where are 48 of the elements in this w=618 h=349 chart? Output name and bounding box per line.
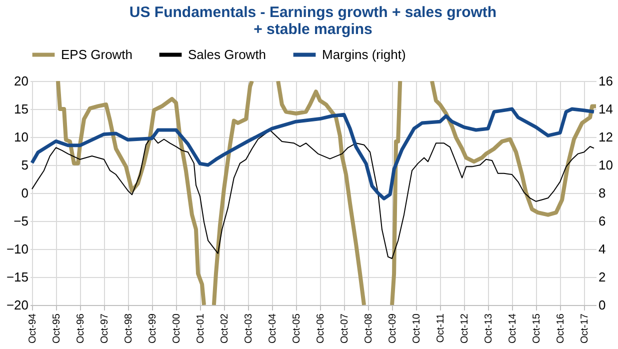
x-tick-label: Oct-98 [123,313,134,344]
x-tick-label: Oct-03 [243,313,254,344]
x-tick-label: Oct-11 [435,313,446,343]
legend-label: Sales Growth [188,46,266,62]
y-tick-label: 15 [14,102,28,116]
x-tick-label: Oct-95 [51,313,62,344]
x-tick-label: Oct-15 [532,313,543,344]
x-tick-label: Oct-13 [484,313,495,344]
x-tick-label: Oct-05 [292,313,303,344]
x-tick-label: Oct-02 [219,313,230,344]
x-tick-label: Oct-09 [388,313,399,344]
y-tick-label: 10 [14,130,28,144]
x-tick-label: Oct-04 [268,313,279,344]
y2-tick-label: 8 [598,186,606,200]
y-tick-label: −15 [6,270,28,284]
y-tick-label: 20 [14,74,28,88]
y2-tick-label: 0 [598,298,606,312]
legend-label: Margins (right) [322,46,406,62]
x-tick-label: Oct-94 [27,313,38,344]
x-tick-label: Oct-14 [508,313,519,344]
x-tick-label: Oct-07 [339,313,350,344]
x-tick-label: Oct-00 [172,313,183,344]
x-tick-label: Oct-97 [99,313,110,344]
y2-tick-label: 14 [598,102,613,116]
x-tick-label: Oct-10 [412,313,423,344]
line-series [30,107,596,200]
y-tick-label: −20 [6,298,28,312]
x-tick-label: Oct-12 [460,313,471,344]
x-tick-label: Oct-08 [364,313,375,344]
legend-label: EPS Growth [61,46,133,62]
y2-tick-label: 10 [598,158,613,172]
y-tick-label: −10 [6,242,28,256]
y-tick-label: 5 [21,158,28,172]
x-tick-label: Oct-01 [196,313,207,344]
x-tick-label: Oct-96 [76,313,87,344]
x-tick-label: Oct-99 [147,313,158,344]
x-tick-label: Oct-06 [316,313,326,344]
y-tick-label: 0 [21,186,28,200]
y2-tick-label: 12 [598,130,613,144]
line-series [31,130,594,260]
y2-tick-label: 4 [598,242,606,256]
y-tick-label: −5 [14,214,28,228]
y2-tick-label: 6 [598,214,606,228]
y2-tick-label: 16 [598,74,613,88]
x-tick-label: Oct-16 [556,313,567,344]
x-tick-label: Oct-17 [580,313,591,344]
chart-title: US Fundamentals - Earnings growth + sales growth + stable margins [129,4,497,38]
y2-tick-label: 2 [598,270,606,284]
